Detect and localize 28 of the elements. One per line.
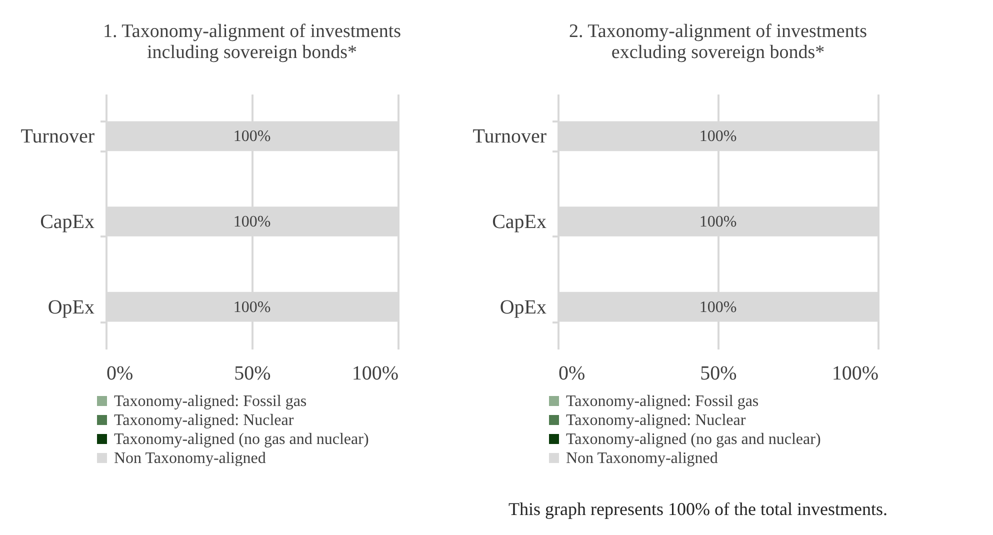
data-label: 100% — [699, 128, 737, 146]
legend-label: Taxonomy-aligned: Nuclear — [566, 412, 746, 429]
x-tick-label: 50% — [234, 362, 271, 384]
legend-label: Non Taxonomy-aligned — [566, 450, 718, 467]
legend-label: Taxonomy-aligned (no gas and nuclear) — [114, 431, 369, 448]
chart-title: 2. Taxonomy-alignment of investments excluding sovereign bonds* — [568, 21, 868, 63]
x-tick-label: 100% — [352, 362, 398, 384]
data-label: 100% — [233, 128, 271, 146]
x-tick-label: 0% — [558, 362, 586, 384]
legend-label: Taxonomy-aligned (no gas and nuclear) — [566, 431, 821, 448]
chart-title: 1. Taxonomy-alignment of investments including sovereign bonds* — [102, 21, 402, 63]
y-tick-label: OpEx — [500, 296, 546, 318]
x-tick-label: 100% — [832, 362, 878, 384]
legend-label: Taxonomy-aligned: Nuclear — [114, 412, 294, 429]
data-label: 100% — [699, 298, 737, 316]
data-label: 100% — [699, 214, 737, 230]
legend-label: Taxonomy-aligned: Fossil gas — [114, 393, 307, 410]
data-label: 100% — [233, 214, 271, 230]
y-tick-label: CapEx — [40, 211, 94, 233]
x-tick-label: 0% — [106, 362, 134, 384]
y-tick-label: CapEx — [492, 211, 546, 233]
y-tick-label: Turnover — [472, 126, 547, 148]
y-tick-label: OpEx — [48, 296, 94, 318]
x-tick-label: 50% — [700, 362, 737, 384]
text: This graph represents 100% of the total investments. — [508, 499, 888, 519]
data-label: 100% — [233, 298, 271, 316]
legend-label: Taxonomy-aligned: Fossil gas — [566, 393, 759, 410]
y-tick-label: Turnover — [20, 126, 95, 148]
